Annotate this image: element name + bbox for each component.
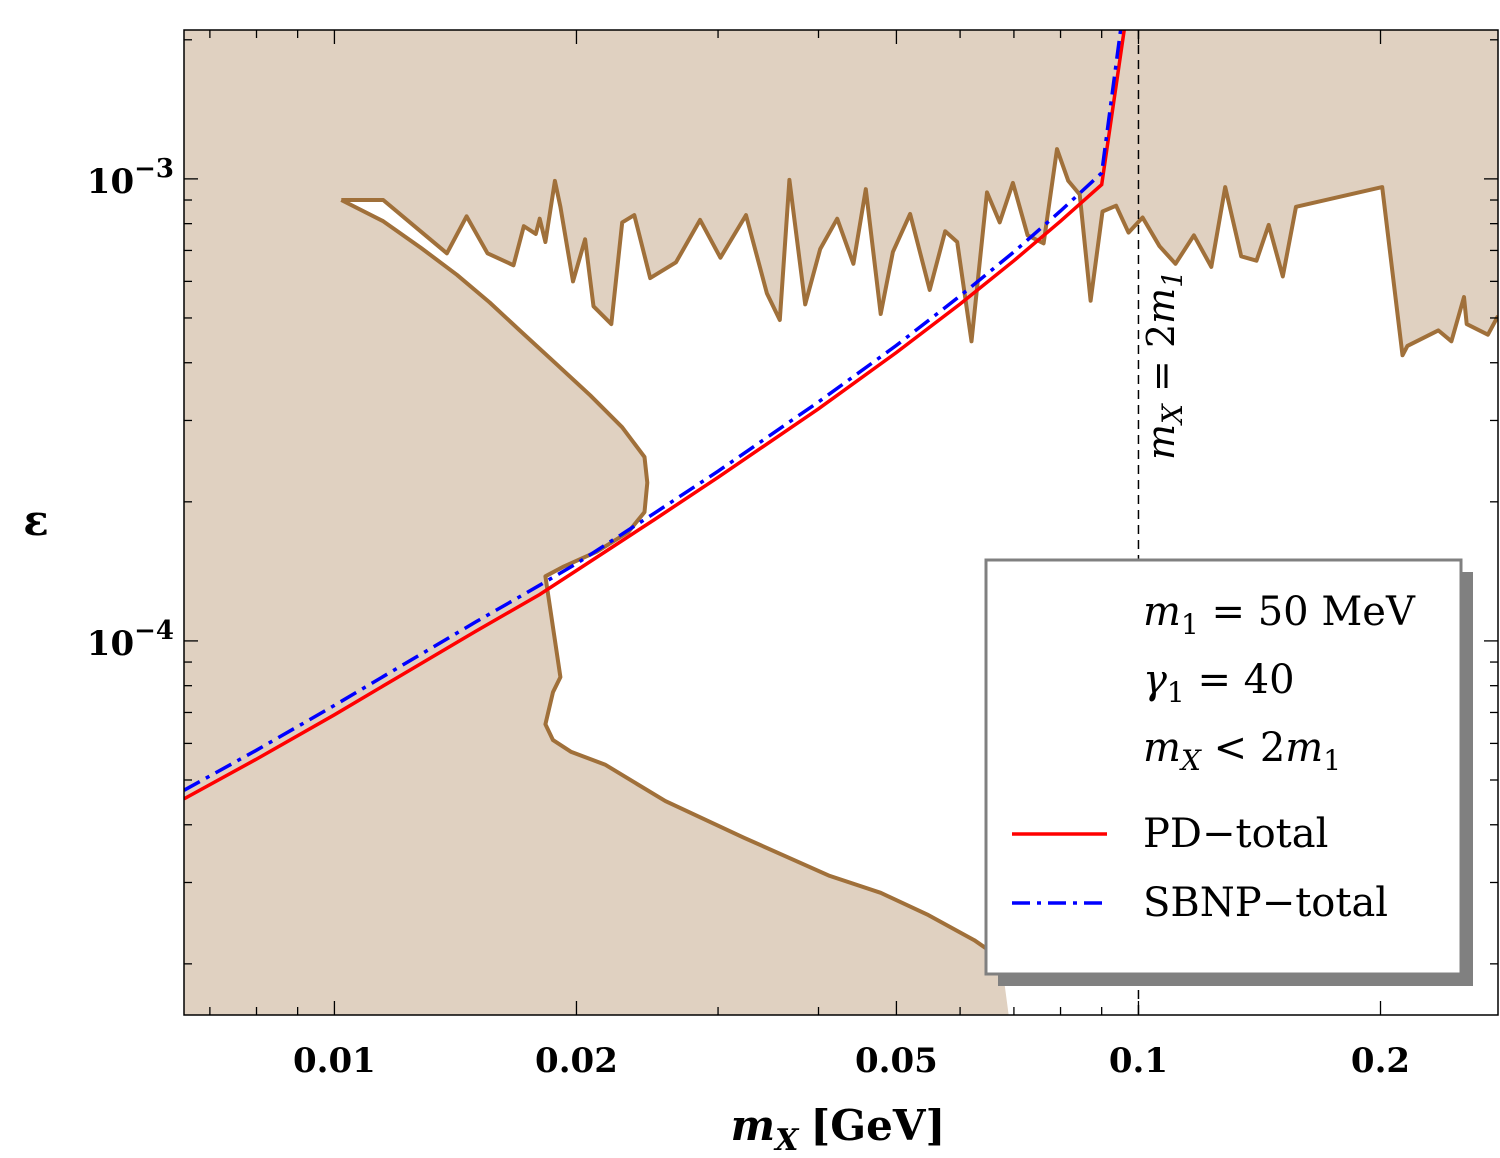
legend-param: mX < 2m1 <box>1143 725 1341 777</box>
x-axis-title: mX [GeV] <box>731 1101 946 1158</box>
x-axis-title-sub: X <box>773 1123 800 1158</box>
series-line-sbnp-total <box>184 30 1123 792</box>
y-tick-label: 10−4 <box>87 616 174 664</box>
x-tick-label: 0.02 <box>535 1041 618 1081</box>
legend-param: γ1 = 40 <box>1143 657 1295 709</box>
excluded-upper-boundary <box>341 147 1498 358</box>
excluded-lower-boundary <box>340 198 1003 961</box>
y-tick-label: 10−3 <box>87 154 174 202</box>
plot-frame <box>183 29 1499 1016</box>
y-axis-title: ε <box>23 496 49 545</box>
legend-box <box>984 558 1463 976</box>
vline-annotation: mX = 2m1 <box>1139 270 1189 460</box>
legend-param: m1 = 50 MeV <box>1143 589 1416 641</box>
x-tick-label: 0.2 <box>1351 1041 1410 1081</box>
legend-label: PD−total <box>1143 811 1328 857</box>
x-tick-label: 0.05 <box>855 1041 938 1081</box>
series-line-pd-total <box>184 30 1126 801</box>
x-axis-title-var: m <box>731 1101 775 1150</box>
x-axis-title-unit: [GeV] <box>810 1101 945 1150</box>
x-tick-label: 0.01 <box>293 1041 376 1081</box>
legend-label: SBNP−total <box>1143 880 1388 926</box>
x-tick-label: 0.1 <box>1109 1041 1168 1081</box>
